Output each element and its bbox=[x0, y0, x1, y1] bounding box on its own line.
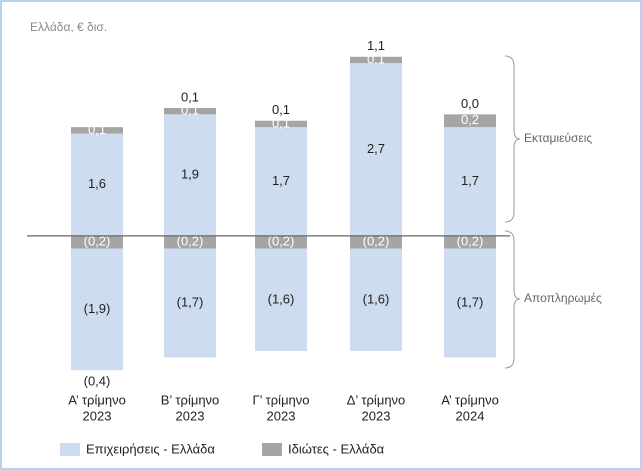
bar-segment bbox=[71, 133, 123, 236]
value-label: (0,2) bbox=[177, 234, 204, 249]
x-tick-label: 2023 bbox=[362, 408, 391, 423]
value-label: 1,7 bbox=[461, 173, 479, 188]
bar-segment bbox=[444, 127, 496, 236]
value-label: 1,6 bbox=[88, 176, 106, 191]
value-label: 0,1 bbox=[367, 51, 385, 66]
value-label: 0,2 bbox=[461, 112, 479, 127]
value-label: (1,7) bbox=[177, 294, 204, 309]
value-label: 1,7 bbox=[272, 173, 290, 188]
value-label: 1,9 bbox=[181, 167, 199, 182]
value-label: 0,1 bbox=[181, 103, 199, 118]
bar-segment bbox=[444, 235, 496, 249]
bar-segment bbox=[71, 235, 123, 249]
net-label: 0,0 bbox=[461, 96, 479, 111]
net-label: (0,4) bbox=[84, 374, 111, 389]
chart-title: Ελλάδα, € δισ. bbox=[30, 20, 107, 34]
x-tick-label: Α’ τρίμηνο bbox=[68, 392, 126, 407]
x-tick-label: Α’ τρίμηνο bbox=[441, 392, 499, 407]
x-tick-label: 2024 bbox=[456, 408, 485, 423]
x-tick-label: Δ’ τρίμηνο bbox=[347, 392, 406, 407]
net-label: 0,1 bbox=[272, 102, 290, 117]
value-label: 0,1 bbox=[88, 122, 106, 137]
value-label: (1,7) bbox=[457, 294, 484, 309]
bar-segment bbox=[444, 114, 496, 128]
net-label: 0,1 bbox=[181, 89, 199, 104]
value-label: (0,2) bbox=[457, 234, 484, 249]
bar-segment bbox=[164, 107, 216, 115]
value-label: (1,9) bbox=[84, 301, 111, 316]
bar-segment bbox=[350, 248, 402, 352]
legend-swatch bbox=[262, 443, 282, 456]
bar-segment bbox=[164, 235, 216, 249]
bar-segment bbox=[255, 248, 307, 352]
value-label: (0,2) bbox=[84, 234, 111, 249]
bar-segment bbox=[255, 120, 307, 128]
value-label: 0,1 bbox=[272, 115, 290, 130]
x-tick-label: 2023 bbox=[267, 408, 296, 423]
bar-segment bbox=[350, 56, 402, 64]
bar-segment bbox=[350, 235, 402, 249]
net-label: 1,1 bbox=[367, 38, 385, 53]
bar-segment bbox=[444, 248, 496, 358]
annotation: Εκταμιεύσεις bbox=[524, 131, 592, 145]
bar-segment bbox=[164, 248, 216, 358]
bar-segment bbox=[71, 127, 123, 134]
x-tick-label: 2023 bbox=[83, 408, 112, 423]
x-tick-label: Β’ τρίμηνο bbox=[161, 392, 220, 407]
value-label: (0,2) bbox=[363, 234, 390, 249]
x-tick-label: 2023 bbox=[176, 408, 205, 423]
brace bbox=[504, 230, 521, 369]
bar-segment bbox=[164, 114, 216, 236]
bar-segment bbox=[255, 127, 307, 236]
bar-segment bbox=[71, 248, 123, 371]
value-label: (1,6) bbox=[268, 291, 295, 306]
bar-segment bbox=[255, 235, 307, 249]
legend-label: Επιχειρήσεις - Ελλάδα bbox=[86, 441, 215, 456]
brace bbox=[504, 55, 521, 223]
value-label: (0,2) bbox=[268, 234, 295, 249]
x-tick-label: Γ’ τρίμηνο bbox=[252, 392, 309, 407]
annotation: Αποπληρωμές bbox=[524, 291, 602, 305]
legend-label: Ιδιώτες - Ελλάδα bbox=[288, 441, 385, 456]
value-label: (1,6) bbox=[363, 291, 390, 306]
value-label: 2,7 bbox=[367, 141, 385, 156]
legend-swatch bbox=[60, 443, 80, 456]
bar-segment bbox=[350, 63, 402, 236]
